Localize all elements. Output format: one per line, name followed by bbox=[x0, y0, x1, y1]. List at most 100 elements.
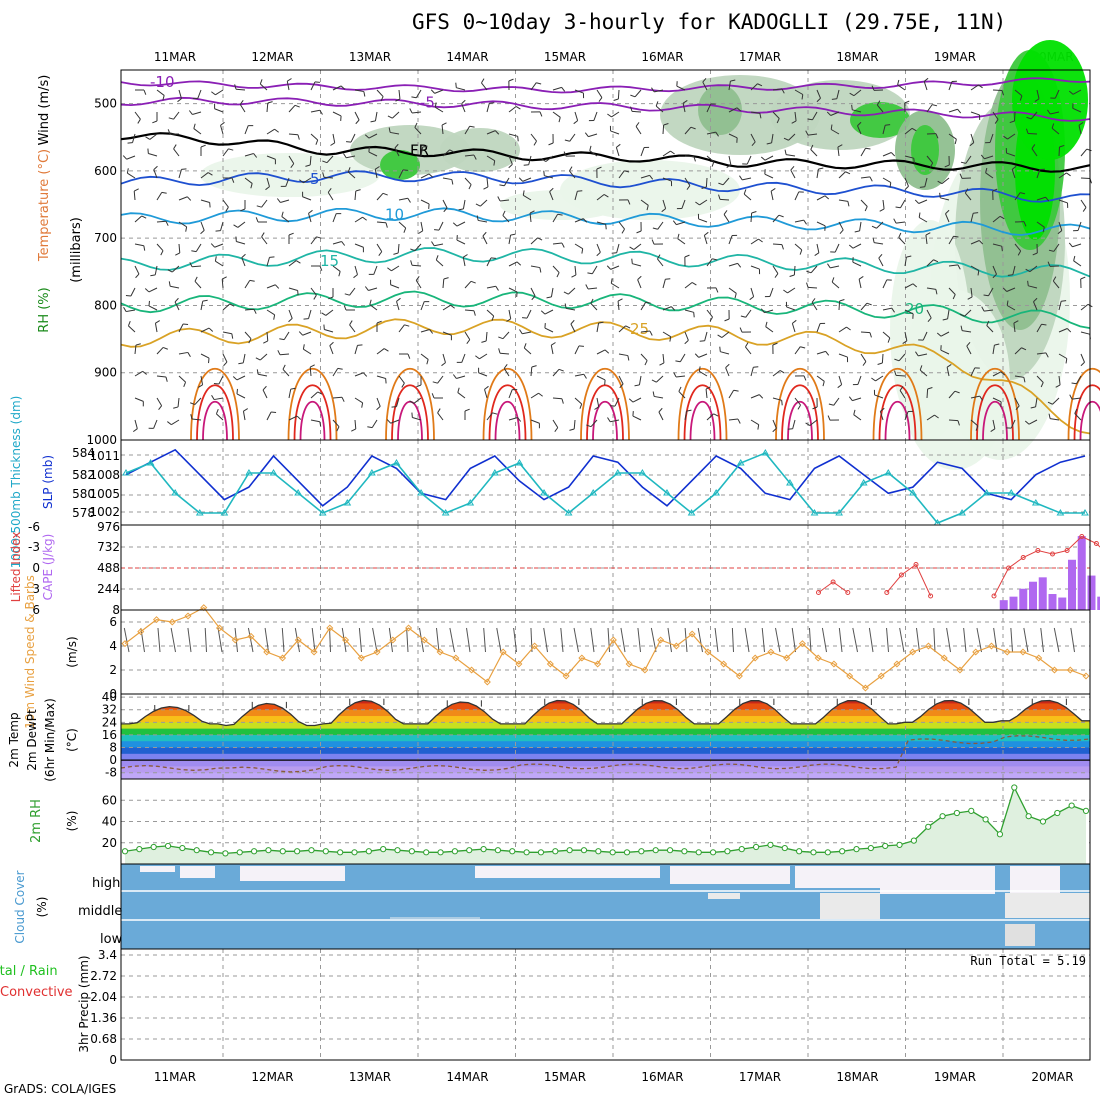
p2-ylabel-slp: SLP (mb) bbox=[41, 455, 55, 509]
wind-barb bbox=[948, 390, 956, 399]
cloud-fill bbox=[121, 864, 1090, 949]
wind-barb-flag bbox=[826, 111, 832, 116]
wind-barb-flag bbox=[523, 343, 527, 349]
wind-barb-flag bbox=[499, 184, 505, 187]
wind-barb bbox=[698, 218, 708, 223]
surface-wind-barb bbox=[915, 627, 920, 653]
wind-barb-flag bbox=[889, 182, 892, 188]
wind-barb-flag bbox=[894, 358, 900, 362]
wind-barb-flag bbox=[994, 119, 999, 124]
wind-barb-flag bbox=[778, 214, 784, 218]
wind-barb bbox=[764, 309, 774, 314]
wind-barb-flag bbox=[364, 286, 369, 291]
wind-barb bbox=[860, 147, 866, 157]
rh-point bbox=[1082, 807, 1090, 814]
wind-barb-flag bbox=[849, 92, 855, 97]
wind-barb bbox=[456, 375, 466, 379]
thickness-point bbox=[884, 469, 893, 476]
wind-speed-point bbox=[578, 654, 586, 662]
wind-barb-flag bbox=[577, 190, 583, 192]
thickness-point bbox=[245, 469, 253, 476]
wind-barb bbox=[191, 265, 202, 268]
wind-barb-flag bbox=[906, 255, 912, 258]
wind-barb bbox=[523, 194, 532, 201]
wind-barb-flag bbox=[631, 258, 633, 264]
ytick-label: 600 bbox=[94, 164, 117, 178]
wind-barb-flag bbox=[563, 291, 569, 295]
wind-barb-flag bbox=[380, 96, 384, 102]
wind-barb-flag bbox=[1047, 261, 1051, 267]
wind-barb bbox=[259, 353, 268, 361]
wind-barb-flag bbox=[275, 284, 280, 289]
wind-speed-point bbox=[452, 654, 460, 662]
li-point bbox=[884, 590, 890, 595]
wind-barb-flag bbox=[495, 286, 499, 291]
li-point bbox=[1079, 534, 1085, 539]
wind-barb-flag bbox=[498, 348, 501, 354]
wind-barb bbox=[662, 150, 671, 157]
wind-barb bbox=[1031, 148, 1038, 157]
wind-barb-flag bbox=[1078, 122, 1084, 126]
top-date-label: 11MAR bbox=[154, 50, 196, 64]
wind-barb bbox=[723, 214, 730, 223]
wind-barb bbox=[764, 155, 774, 161]
wind-barb-flag bbox=[670, 306, 676, 311]
wind-barb bbox=[1053, 243, 1060, 252]
wind-barb-flag bbox=[191, 250, 197, 253]
wind-barb bbox=[631, 110, 642, 113]
bottom-date-label: 13MAR bbox=[349, 1070, 391, 1084]
wind-barb-flag bbox=[463, 254, 468, 258]
wind-barb-flag bbox=[1082, 207, 1087, 212]
surface-wind-barb bbox=[1070, 627, 1075, 653]
wind-barb-flag bbox=[911, 127, 917, 132]
wind-barb bbox=[1072, 107, 1082, 113]
wind-barb bbox=[310, 81, 316, 91]
thickness-point bbox=[490, 469, 499, 476]
wind-barb bbox=[303, 348, 312, 355]
wind-barb-flag bbox=[317, 391, 323, 395]
wind-barb-flag bbox=[250, 183, 253, 189]
warm-contour bbox=[592, 400, 618, 441]
wind-speed-point bbox=[357, 654, 365, 662]
wind-barb bbox=[191, 418, 202, 421]
wind-barb-flag bbox=[651, 87, 655, 93]
rh-point bbox=[437, 849, 444, 856]
wind-barb-flag bbox=[369, 299, 372, 305]
wind-barb bbox=[590, 419, 598, 428]
wind-barb-flag bbox=[249, 279, 255, 282]
wind-barb-flag bbox=[1059, 144, 1065, 148]
wind-barb-flag bbox=[644, 360, 648, 366]
rh-point bbox=[796, 848, 803, 855]
cloud-low-gap bbox=[1005, 924, 1035, 946]
p8-ticks: 3.42.722.041.360.680 bbox=[90, 948, 117, 1067]
wind-barb-flag bbox=[240, 208, 246, 212]
wind-barb-flag bbox=[426, 359, 429, 365]
wind-barb-flag bbox=[298, 331, 303, 336]
wind-barb-flag bbox=[502, 210, 506, 216]
surface-wind-barb bbox=[976, 627, 982, 653]
wind-barb bbox=[1006, 287, 1016, 292]
wind-barb bbox=[461, 103, 466, 113]
wind-barb bbox=[924, 177, 928, 187]
wind-barb-flag bbox=[760, 156, 766, 161]
wind-barb bbox=[279, 353, 290, 356]
rh-point bbox=[681, 848, 688, 855]
wind-barb-flag bbox=[441, 122, 447, 126]
wind-barb bbox=[830, 111, 840, 116]
wind-barb bbox=[376, 243, 383, 252]
wind-barb-flag bbox=[617, 298, 623, 302]
thickness-point bbox=[269, 469, 278, 476]
ytick-label: 0 bbox=[109, 753, 117, 767]
isotherm-label: 20 bbox=[905, 300, 924, 318]
wind-barb bbox=[705, 388, 708, 399]
wind-barb bbox=[728, 155, 732, 165]
wind-barb bbox=[904, 257, 907, 267]
wind-barb bbox=[721, 331, 730, 338]
wind-barb-flag bbox=[558, 368, 564, 372]
cape-bar bbox=[1097, 596, 1100, 610]
wind-barb bbox=[266, 257, 270, 267]
rh-point bbox=[1054, 809, 1061, 817]
wind-barb bbox=[838, 300, 841, 311]
